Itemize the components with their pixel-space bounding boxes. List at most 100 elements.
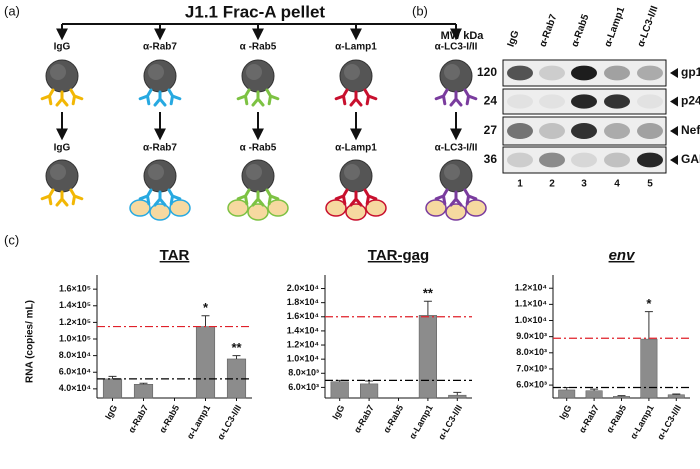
vesicle: [365, 199, 387, 217]
antibody: [449, 90, 463, 107]
band: [571, 94, 597, 109]
antibody: [69, 88, 84, 106]
pointer: [670, 68, 678, 78]
antibody-shape: [463, 88, 478, 106]
y-tick-label: 2.0×10⁴: [287, 283, 319, 293]
antibody: [334, 188, 349, 206]
antibody: [167, 188, 182, 206]
antibody-shape: [251, 90, 265, 107]
antibody-shape: [265, 188, 280, 206]
band: [604, 152, 630, 168]
band: [637, 94, 663, 109]
bar: [558, 389, 576, 399]
band: [507, 152, 533, 168]
bead-shine: [148, 64, 164, 80]
band-label: GAPDH: [681, 152, 700, 166]
antibody-shape: [349, 90, 363, 107]
bar: [640, 338, 658, 399]
bead-shine: [246, 164, 262, 180]
antibody-shape: [265, 88, 280, 106]
antibody: [265, 188, 280, 206]
antibody-shape: [363, 88, 378, 106]
antibody-shape: [434, 188, 449, 206]
error-bar: [590, 388, 599, 391]
y-tick-label: 9.0×10³: [516, 331, 547, 341]
bar: [195, 326, 216, 399]
chart-title: TAR-gag: [368, 247, 429, 264]
antibody-shape: [449, 190, 463, 207]
bead-shine: [50, 64, 66, 80]
lane-number: 5: [647, 179, 653, 190]
antibody: [463, 88, 478, 106]
bead-shine: [148, 164, 164, 180]
error-bar: [453, 391, 462, 396]
lane-label: IgG: [506, 29, 522, 49]
antibody: [334, 88, 349, 106]
antibody-label: IgG: [54, 143, 71, 154]
error-bar: [423, 300, 432, 316]
error-bar: [617, 395, 626, 397]
bar: [418, 315, 437, 399]
bead-shine: [444, 64, 460, 80]
lane-label: α-LC3-I/II: [636, 4, 661, 48]
y-tick-label: 4.0×10⁴: [59, 383, 91, 393]
antibody: [463, 188, 478, 206]
vesicle: [445, 203, 467, 221]
antibody-shape: [463, 188, 478, 206]
bar: [585, 390, 603, 399]
x-tick-label: α-LC3-I/II: [215, 403, 243, 441]
mw-marker: 27: [484, 123, 498, 137]
vesicle: [149, 203, 171, 221]
antibody-shape: [236, 88, 251, 106]
y-tick-label: 8.0×10³: [516, 347, 547, 357]
y-tick-label: 8.0×10³: [288, 368, 319, 378]
antibody-shape: [236, 188, 251, 206]
y-tick-label: 6.0×10³: [516, 379, 547, 389]
antibody-shape: [55, 90, 69, 107]
x-tick-label: α-Rab7: [352, 403, 376, 434]
x-tick-label: α-Lamp1: [185, 403, 212, 441]
antibody: [55, 190, 69, 207]
antibody-shape: [251, 190, 265, 207]
lane-number: 3: [581, 179, 587, 190]
antibody-label: α-Rab7: [143, 42, 177, 53]
vesicle: [267, 199, 289, 217]
antibody: [69, 188, 84, 206]
antibody-label: α -Rab5: [240, 42, 277, 53]
y-tick-label: 6.0×10³: [288, 382, 319, 392]
antibody: [55, 90, 69, 107]
y-tick-label: 1.0×10⁵: [59, 333, 91, 343]
bar: [133, 384, 154, 399]
panel-label: (b): [412, 3, 428, 18]
band: [539, 152, 565, 168]
antibody-label: α-Lamp1: [335, 143, 377, 154]
panel-label: (c): [4, 232, 19, 247]
antibody: [349, 90, 363, 107]
y-tick-label: 1.1×10⁴: [515, 299, 547, 309]
vesicle: [169, 199, 191, 217]
error-bar: [644, 311, 653, 340]
antibody-shape: [138, 88, 153, 106]
lane-label: α-Rab5: [570, 12, 592, 48]
antibody: [40, 88, 55, 106]
band-label: Nef: [681, 123, 700, 137]
band: [571, 152, 597, 168]
x-tick-label: IgG: [330, 403, 346, 421]
y-tick-label: 1.4×10⁴: [287, 325, 319, 335]
vesicle: [247, 203, 269, 221]
antibody-label: α-LC3-I/II: [435, 143, 478, 154]
x-tick-label: α-Rab7: [577, 403, 601, 434]
bead-shine: [246, 64, 262, 80]
antibody: [153, 190, 167, 207]
antibody-shape: [40, 88, 55, 106]
x-tick-label: α-LC3-I/II: [436, 403, 464, 441]
antibody: [449, 190, 463, 207]
antibody-label: α -Rab5: [240, 143, 277, 154]
antibody: [138, 88, 153, 106]
bead-shine: [50, 164, 66, 180]
x-tick-label: α-Rab7: [126, 403, 150, 434]
bead-shine: [344, 164, 360, 180]
x-tick-label: IgG: [557, 403, 573, 421]
y-tick-label: 1.2×10⁴: [515, 283, 547, 293]
antibody-shape: [69, 88, 84, 106]
